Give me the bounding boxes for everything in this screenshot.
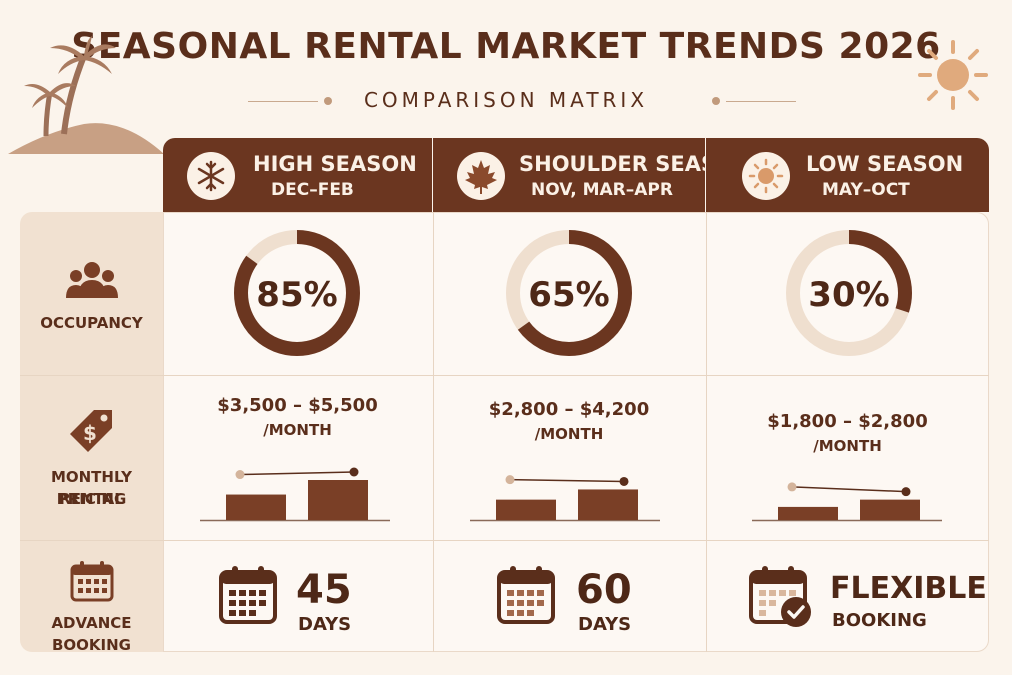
calendar-icon: [219, 566, 277, 624]
price-range-label: $2,800 – $4,200: [488, 399, 650, 420]
svg-text:$: $: [83, 421, 97, 445]
maple-leaf-icon-wrapper: [457, 152, 505, 200]
booking-value-high: 45: [296, 567, 352, 613]
bar-max-price: [860, 499, 920, 520]
donut-label: 85%: [256, 275, 337, 315]
price-range-high: $3,500 – $5,500 /MONTH: [163, 394, 432, 442]
subtitle-row: COMPARISON MATRIX: [0, 88, 1012, 116]
column-divider: [706, 212, 707, 652]
calendar-check-icon: [749, 566, 811, 627]
people-icon: [66, 262, 118, 298]
row-label-occupancy: OCCUPANCY: [40, 314, 143, 332]
row-label-pricing-line2: PRICING: [56, 490, 127, 508]
price-range-label: $3,500 – $5,500: [217, 395, 378, 416]
price-unit: /MONTH: [534, 425, 604, 443]
calendar-icon: [497, 566, 555, 624]
range-connector: [239, 471, 355, 476]
snowflake-icon-wrapper: [187, 152, 235, 200]
row-labels-panel: OCCUPANCY $ MONTHLY RENTAL PRICING ADVAN…: [20, 212, 163, 654]
booking-unit-low: BOOKING: [832, 610, 927, 631]
price-range-shoulder: $2,800 – $4,200 /MONTH: [433, 398, 705, 446]
column-divider: [433, 212, 434, 652]
subtitle-dot-right: [712, 97, 720, 105]
booking-value-shoulder: 60: [576, 567, 632, 613]
calendar-icon: [70, 561, 114, 602]
season-months: DEC–FEB: [271, 180, 354, 200]
bar-min-price: [778, 506, 838, 520]
occupancy-donut-shoulder: 65%: [506, 230, 632, 356]
snowflake-icon: [197, 160, 225, 192]
price-unit: /MONTH: [813, 437, 882, 455]
price-bars-shoulder: [470, 475, 660, 522]
maple-leaf-icon: [465, 160, 497, 194]
bar-min-price: [226, 494, 286, 520]
season-name: LOW SEASON: [806, 152, 964, 176]
range-dot-min: [235, 470, 245, 480]
palm-tree-icon: [8, 36, 164, 154]
range-dot-min: [505, 475, 515, 485]
row-label-pricing-line1: MONTHLY RENTAL: [50, 468, 133, 508]
bar-max-price: [308, 480, 368, 520]
range-dot-min: [787, 482, 797, 492]
bar-max-price: [578, 489, 638, 520]
donut-label: 30%: [808, 275, 889, 315]
sun-icon-wrapper: [742, 152, 790, 200]
price-tag-icon: $: [70, 410, 112, 452]
price-range-label: $1,800 – $2,800: [767, 411, 928, 432]
sun-icon: [918, 40, 988, 110]
row-label-booking: ADVANCE BOOKING: [51, 614, 132, 654]
price-bars-high: [200, 467, 390, 522]
bar-min-price: [496, 499, 556, 520]
header-high-season: HIGH SEASON DEC–FEB: [163, 138, 432, 212]
donut-value-arc: [506, 230, 632, 356]
range-dot-max: [619, 476, 629, 486]
range-connector: [509, 478, 625, 483]
page-subtitle: COMPARISON MATRIX: [363, 88, 649, 112]
row-divider: [20, 375, 989, 376]
donut-label: 65%: [528, 275, 609, 315]
page-title: SEASONAL RENTAL MARKET TRENDS 2026: [71, 26, 941, 67]
subtitle-divider-left: [248, 101, 318, 102]
booking-value-low: FLEXIBLE: [830, 571, 987, 606]
subtitle-divider-right: [726, 101, 796, 102]
price-range-low: $1,800 – $2,800 /MONTH: [706, 410, 989, 458]
header-shoulder-season: SHOULDER SEASON NOV, MAR–APR: [433, 138, 752, 212]
row-divider: [20, 540, 989, 541]
season-name: HIGH SEASON: [253, 152, 417, 176]
price-bars-low: [752, 482, 942, 522]
booking-unit-shoulder: DAYS: [578, 614, 632, 635]
occupancy-donut-low: 30%: [786, 230, 912, 356]
sun-icon: [748, 158, 784, 194]
range-connector: [791, 486, 907, 493]
range-dot-max: [901, 487, 911, 497]
donut-value-arc: [786, 230, 912, 356]
occupancy-donut-high: 85%: [234, 230, 360, 356]
price-unit: /MONTH: [263, 421, 332, 439]
range-dot-max: [349, 467, 359, 477]
booking-unit-high: DAYS: [298, 614, 352, 635]
donut-value-arc: [234, 230, 360, 356]
season-months: NOV, MAR–APR: [531, 180, 673, 200]
comparison-grid: [163, 212, 989, 652]
header-low-season: LOW SEASON MAY–OCT: [706, 138, 989, 212]
season-months: MAY–OCT: [822, 180, 910, 200]
subtitle-dot-left: [324, 97, 332, 105]
